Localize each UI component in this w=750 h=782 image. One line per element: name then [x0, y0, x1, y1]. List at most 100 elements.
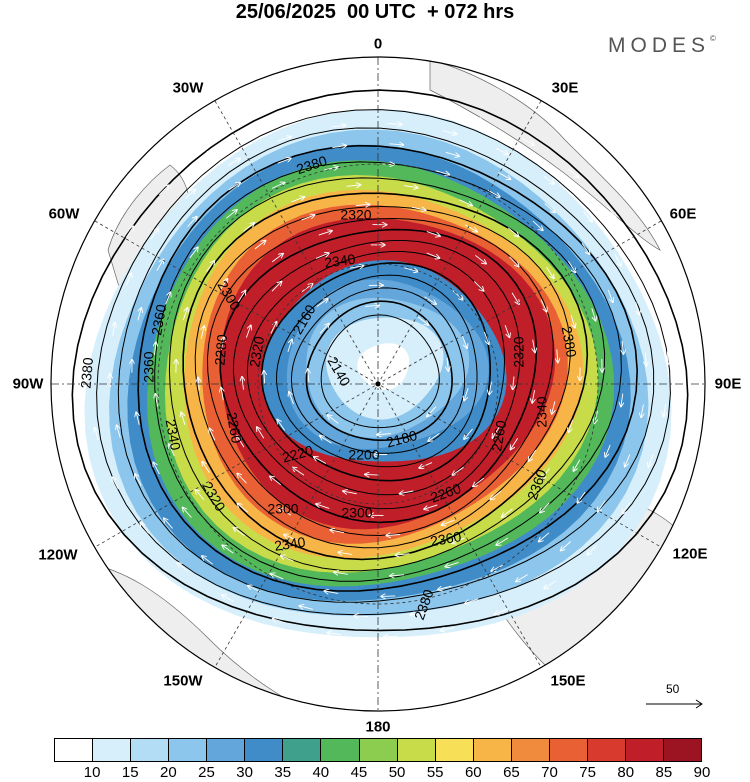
color-swatch-7: [321, 739, 360, 761]
color-tick-40: 40: [312, 764, 330, 781]
wind-arrow-181: [465, 598, 479, 604]
wind-arrow-138: [228, 183, 240, 191]
wind-arrow-169: [442, 130, 457, 135]
wind-arrow-204: [657, 299, 661, 313]
wind-arrow-87: [181, 412, 186, 426]
contour-label-c24: 2300: [267, 501, 298, 517]
wind-arrow-113: [225, 210, 237, 219]
wind-arrow-218: [140, 523, 149, 534]
wind-arrow-17: [464, 388, 469, 400]
color-scale-bar: [54, 738, 702, 762]
wind-arrow-102: [502, 508, 513, 517]
wind-arrow-30: [464, 428, 473, 439]
wind-arrow-94: [403, 186, 418, 188]
wind-arrow-20: [314, 457, 327, 464]
wind-arrow-49: [237, 436, 245, 448]
wind-arrow-31: [400, 491, 414, 494]
wind-arrow-93: [346, 185, 361, 187]
wind-arrow-173: [614, 254, 621, 266]
wind-arrow-74: [412, 207, 426, 210]
wind-arrow-139: [277, 158, 291, 164]
wind-arrow-125: [540, 502, 550, 513]
contour-label-c10: 2380: [559, 325, 580, 359]
wind-arrow-66: [237, 474, 247, 484]
wind-arrow-132: [153, 462, 160, 475]
wind-arrow-45: [452, 466, 464, 475]
wind-arrow-182: [410, 613, 425, 615]
wind-arrow-105: [338, 552, 353, 554]
wind-arrow-118: [487, 189, 500, 197]
wind-arrow-184: [299, 606, 314, 610]
lon-label-150e: 150E: [550, 672, 586, 690]
wind-arrow-110: [155, 342, 156, 356]
height-contour-1: [96, 109, 671, 616]
title-time: 00 UTC: [346, 1, 416, 23]
wind-arrow-76: [509, 256, 519, 267]
color-tick-85: 85: [655, 764, 673, 781]
wind-arrow-90: [206, 261, 215, 272]
wind-arrow-200: [521, 138, 534, 145]
contour-label-c7: 2320: [246, 335, 267, 369]
wind-arrow-155: [324, 591, 339, 593]
title-lead: + 072 hrs: [426, 1, 515, 23]
lon-label-30w: 30W: [172, 79, 204, 97]
wind-arrow-178: [598, 500, 606, 512]
latitude-circle-30: [257, 263, 499, 505]
wind-arrow-80: [529, 449, 537, 461]
wind-arrow-159: [117, 425, 121, 438]
color-swatch-0: [55, 739, 94, 761]
wind-arrow-164: [184, 190, 195, 199]
wind-arrow-117: [435, 170, 449, 175]
contour-label-c11: 2380: [77, 356, 96, 389]
wind-arrow-34: [257, 427, 265, 439]
color-swatch-5: [245, 739, 284, 761]
color-swatch-10: [435, 739, 474, 761]
height-contour-3: [137, 144, 639, 592]
map-frame: [50, 56, 706, 712]
wind-arrow-50: [221, 388, 223, 401]
wind-arrow-57: [475, 254, 486, 263]
wind-arrow-191: [102, 273, 108, 286]
wind-arrow-165: [228, 159, 240, 166]
color-tick-90: 90: [693, 764, 711, 781]
wind-arrow-106: [234, 528, 245, 536]
wind-arrow-22: [264, 371, 265, 384]
wind-arrow-129: [334, 572, 348, 574]
wind-arrow-54: [318, 231, 332, 236]
wind-arrow-103: [452, 537, 465, 543]
color-tick-10: 10: [83, 764, 101, 781]
wind-arrow-53: [271, 254, 283, 263]
wind-arrow-60: [532, 390, 535, 403]
wind-arrow-133: [136, 412, 139, 425]
color-tick-55: 55: [426, 764, 444, 781]
wind-arrow-79: [552, 401, 555, 414]
wind-arrow-131: [183, 508, 192, 518]
wind-arrow-13: [316, 299, 328, 307]
wind-arrow-167: [331, 125, 346, 127]
wind-arrow-24: [301, 284, 313, 293]
contour-label-c5: 2360: [148, 303, 169, 337]
wind-arrow-215: [273, 619, 286, 624]
color-tick-70: 70: [541, 764, 558, 781]
wind-arrow-114: [271, 183, 285, 189]
wind-arrow-161: [113, 323, 115, 336]
wind-arrow-171: [543, 175, 554, 184]
wind-arrow-64: [330, 530, 344, 533]
wind-arrow-126: [496, 537, 509, 545]
wind-arrow-210: [544, 580, 556, 589]
wind-arrow-188: [95, 428, 99, 441]
wind-arrow-115: [324, 167, 338, 170]
color-tick-60: 60: [464, 764, 482, 781]
wind-arrow-124: [573, 459, 581, 471]
wind-arrow-136: [156, 259, 164, 272]
wind-arrow-67: [209, 428, 216, 441]
wind-arrow-2: [328, 415, 339, 424]
wind-arrow-137: [187, 217, 197, 227]
contour-label-c26: 2340: [273, 534, 306, 554]
wind-arrow-160: [110, 374, 111, 388]
wind-arrow-146: [607, 289, 613, 302]
color-swatch-8: [359, 739, 398, 761]
land-europe: [429, 59, 661, 251]
height-contour-10: [232, 240, 521, 510]
wind-arrow-11: [289, 392, 294, 405]
